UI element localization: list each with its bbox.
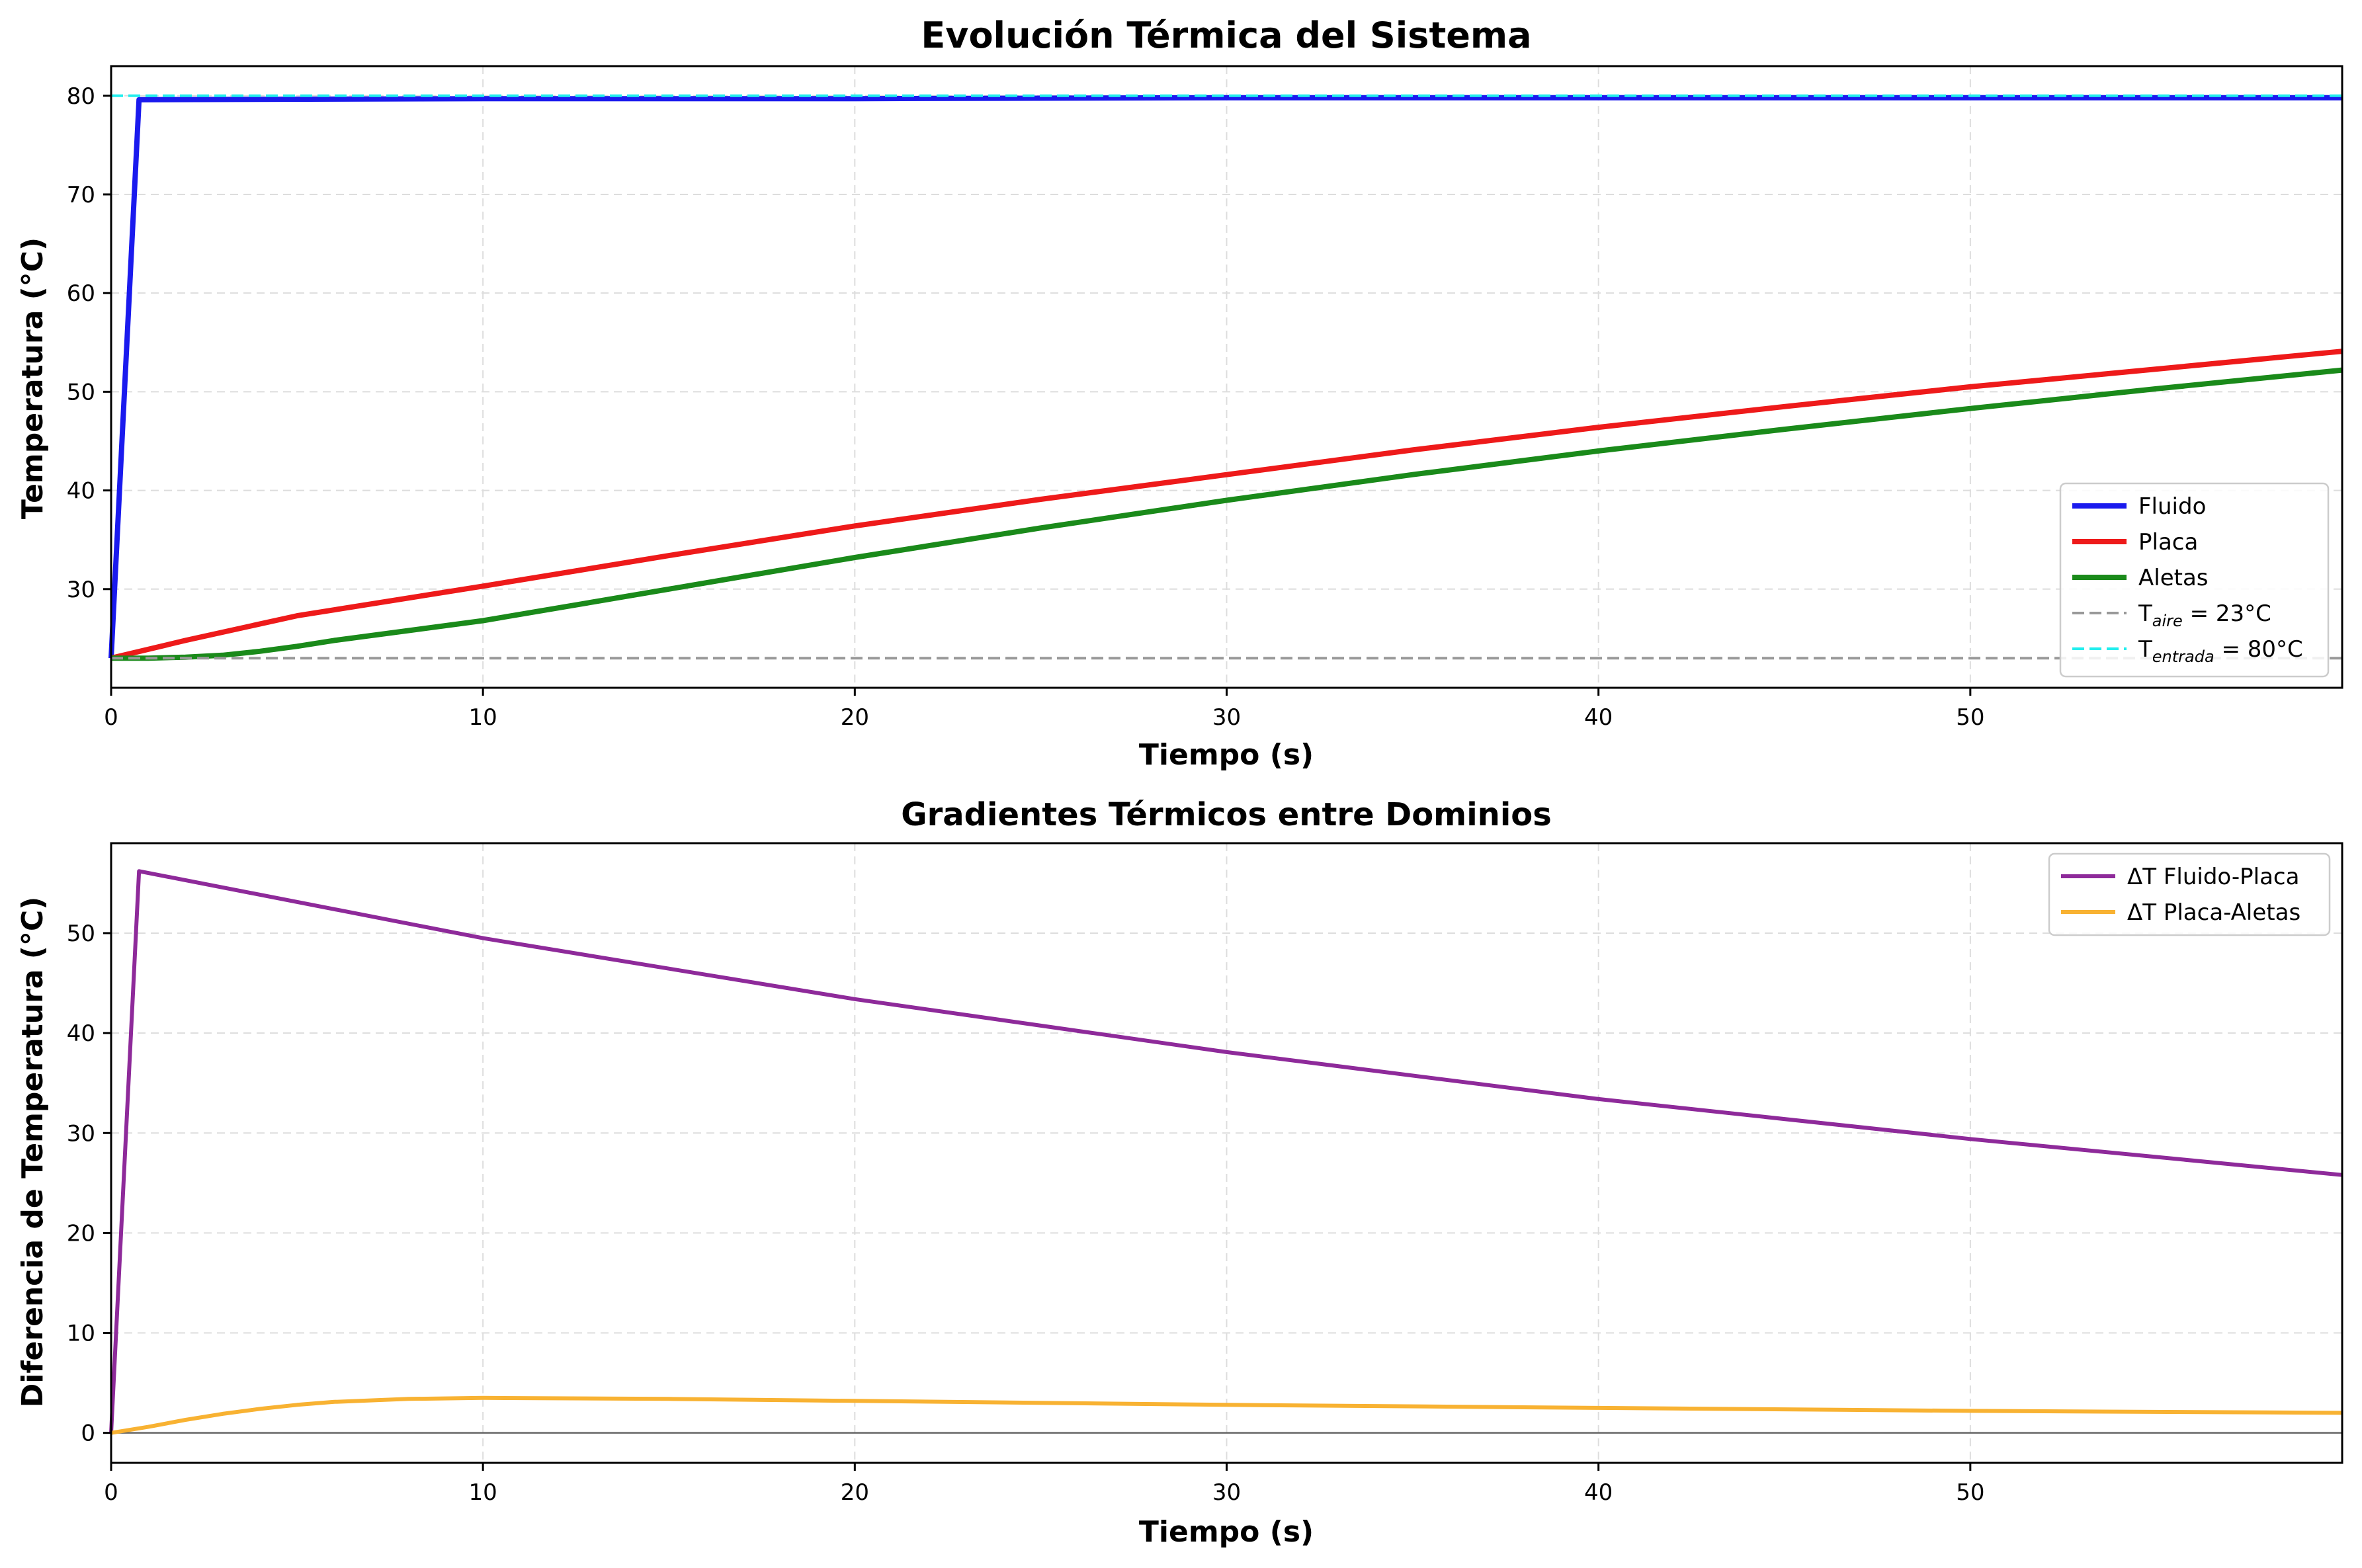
x-tick-label: 20 — [841, 704, 869, 731]
legend-label-main: Aletas — [2138, 565, 2209, 591]
series-line-t-fluido-placa — [109, 869, 2343, 1433]
legend-label-main: Placa — [2138, 529, 2198, 556]
x-tick-label: 10 — [469, 1479, 497, 1506]
y-tick-label: 0 — [81, 1421, 95, 1447]
x-tick-label: 50 — [1956, 1479, 1984, 1506]
y-ticks: 0 10 20 30 40 50 — [67, 921, 111, 1447]
legend-label: ΔT Fluido-Placa — [2127, 864, 2299, 890]
y-tick-label: 10 — [67, 1321, 95, 1347]
x-tick-label: 50 — [1956, 704, 1984, 731]
y-ticks: 30 40 50 60 70 80 — [67, 83, 111, 603]
legend-label: Tentrada = 80°C — [2138, 636, 2303, 666]
x-axis-label: Tiempo (s) — [1139, 738, 1314, 772]
legend-label-main: ΔT Placa-Aletas — [2127, 899, 2300, 926]
y-tick-label: 60 — [67, 280, 95, 307]
legend-label-subscript: entrada — [2152, 647, 2214, 666]
legend-label: Placa — [2138, 529, 2198, 556]
x-tick-label: 20 — [841, 1479, 869, 1506]
y-tick-label: 70 — [67, 182, 95, 208]
y-tick-label: 40 — [67, 1020, 95, 1047]
y-tick-label: 50 — [67, 379, 95, 405]
chart-title: Evolución Térmica del Sistema — [921, 15, 1531, 56]
legend-label-main: ΔT Fluido-Placa — [2127, 864, 2299, 890]
gradient-chart: Gradientes Térmicos entre Dominios 0 10 20… — [16, 796, 2343, 1549]
x-tick-label: 40 — [1584, 704, 1613, 731]
axes-frame — [110, 65, 2343, 689]
x-axis-label: Tiempo (s) — [1139, 1515, 1314, 1549]
x-tick-label: 30 — [1212, 1479, 1241, 1506]
x-tick-label: 0 — [104, 704, 118, 731]
plot-area — [108, 94, 2343, 661]
y-tick-label: 40 — [67, 478, 95, 505]
legend-label: Fluido — [2138, 493, 2206, 520]
legend-label: Aletas — [2138, 565, 2209, 591]
temperature-chart: Evolución Térmica del Sistema 0 10 20 30 40 5… — [16, 15, 2343, 772]
legend-box — [2059, 482, 2330, 678]
x-tick-label: 40 — [1584, 1479, 1613, 1506]
y-axis-label: Diferencia de Temperatura (°C) — [16, 897, 50, 1407]
y-tick-label: 30 — [67, 577, 95, 603]
y-tick-label: 20 — [67, 1220, 95, 1247]
legend-label-main: T — [2138, 636, 2152, 663]
x-ticks: 0 10 20 30 40 50 — [104, 1463, 1984, 1506]
legend-label-subscript: aire — [2152, 612, 2183, 630]
series-line-t-placa-aletas — [110, 1395, 2343, 1435]
axes-frame — [110, 842, 2343, 1464]
x-tick-label: 0 — [104, 1479, 118, 1506]
legend-label: ΔT Placa-Aletas — [2127, 899, 2300, 926]
legend-label-main: T — [2138, 600, 2152, 627]
legend-label-tail: = 23°C — [2183, 600, 2271, 627]
x-tick-label: 10 — [469, 704, 497, 731]
plot-area — [109, 869, 2343, 1435]
grid — [110, 66, 2342, 688]
y-tick-label: 80 — [67, 83, 95, 110]
y-tick-label: 50 — [67, 921, 95, 947]
y-tick-label: 30 — [67, 1120, 95, 1147]
legend: ΔT Fluido-Placa ΔT Placa-Aletas — [2048, 852, 2331, 936]
y-axis-label: Temperatura (°C) — [16, 237, 50, 519]
chart-title: Gradientes Térmicos entre Dominios — [901, 796, 1552, 833]
series-line-fluido — [108, 95, 2342, 659]
series-line-placa — [110, 349, 2343, 661]
series-line-aletas — [111, 367, 2343, 661]
legend-label: Taire = 23°C — [2138, 600, 2271, 630]
x-ticks: 0 10 20 30 40 50 — [104, 688, 1984, 731]
x-tick-label: 30 — [1212, 704, 1241, 731]
legend-label-main: Fluido — [2138, 493, 2206, 520]
legend-box — [2048, 852, 2331, 936]
legend-label-tail: = 80°C — [2214, 636, 2303, 663]
